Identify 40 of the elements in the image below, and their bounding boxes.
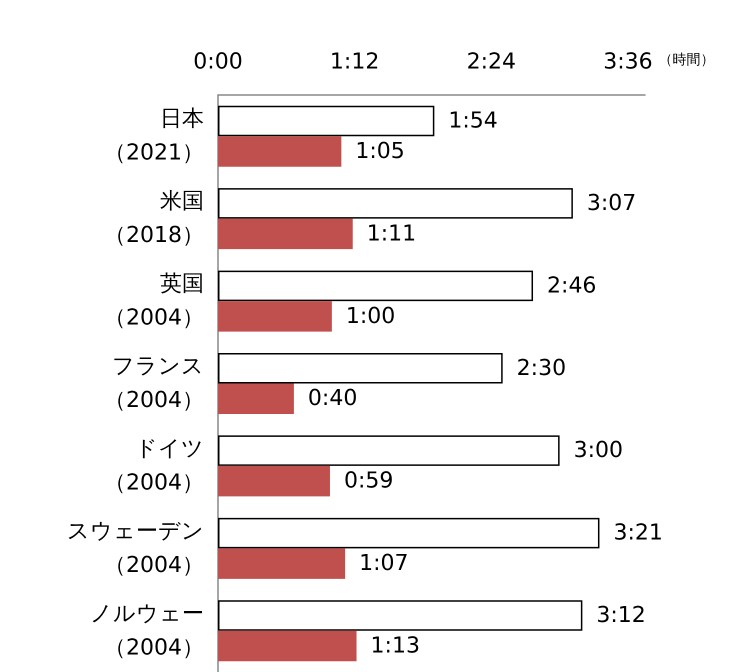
bar bbox=[218, 301, 332, 332]
y-tick-label: ドイツ（2004） bbox=[104, 436, 204, 496]
bar bbox=[218, 600, 582, 631]
data-label: 1:13 bbox=[370, 634, 420, 659]
data-label: 1:05 bbox=[355, 138, 405, 164]
bar bbox=[218, 435, 560, 466]
data-label: 1:07 bbox=[359, 551, 409, 576]
x-tick-label: 1:12 bbox=[330, 50, 380, 74]
bar bbox=[218, 270, 534, 302]
data-label: 1:54 bbox=[448, 108, 498, 134]
data-label: 3:21 bbox=[613, 520, 663, 546]
data-label: 2:30 bbox=[516, 356, 566, 381]
data-label: 3:07 bbox=[586, 190, 636, 216]
bar bbox=[218, 548, 346, 579]
bar bbox=[218, 106, 434, 136]
y-tick-label: 米国（2018） bbox=[104, 189, 204, 248]
data-label: 0:59 bbox=[344, 468, 394, 494]
bar bbox=[218, 384, 294, 414]
data-label: 1:11 bbox=[366, 221, 416, 246]
bar bbox=[218, 136, 342, 167]
y-tick-label: 英国（2004） bbox=[104, 272, 204, 331]
x-tick-label: 2:24 bbox=[466, 50, 516, 74]
bar bbox=[218, 218, 353, 250]
x-tick-label: 0:00 bbox=[193, 50, 243, 74]
data-label: 2:46 bbox=[547, 273, 596, 298]
y-tick-label: フランス（2004） bbox=[104, 354, 204, 413]
bar bbox=[218, 188, 573, 219]
bar bbox=[218, 518, 600, 548]
bar bbox=[218, 466, 330, 496]
bar bbox=[218, 630, 357, 662]
bar bbox=[218, 353, 503, 384]
y-tick-label: 日本（2021） bbox=[104, 106, 204, 166]
data-label: 3:12 bbox=[596, 603, 646, 628]
x-tick-label: 3:36 bbox=[603, 50, 653, 74]
data-label: 0:40 bbox=[308, 386, 358, 412]
data-label: 3:00 bbox=[574, 438, 624, 464]
data-label: 1:00 bbox=[346, 304, 396, 329]
y-tick-label: スウェーデン（2004） bbox=[67, 518, 204, 578]
x-axis-title: （時間） bbox=[658, 52, 715, 68]
y-tick-label: ノルウェー（2004） bbox=[90, 601, 204, 660]
